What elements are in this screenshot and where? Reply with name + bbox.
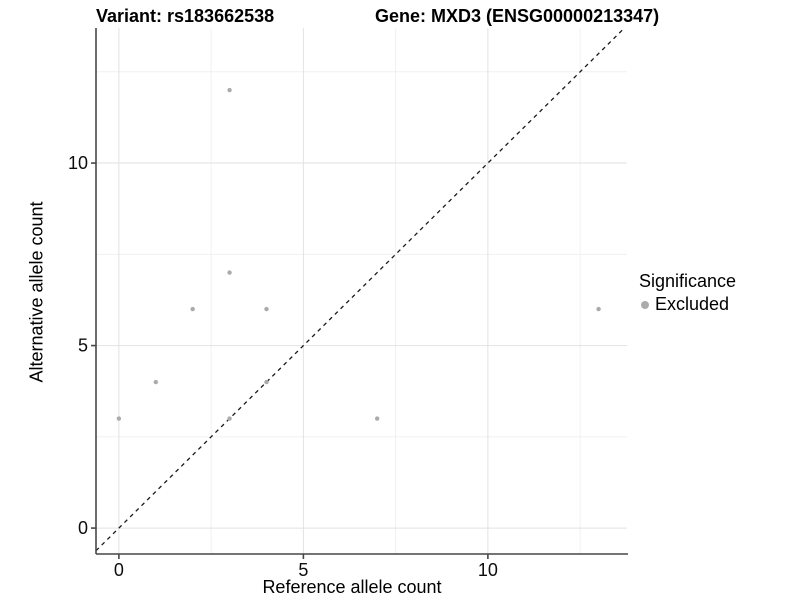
y-tick-label: 5	[78, 336, 88, 356]
x-axis-label: Reference allele count	[262, 577, 442, 597]
data-point	[227, 270, 232, 275]
data-point	[153, 379, 158, 385]
x-tick-label: 5	[298, 560, 308, 580]
plot-title-gene: Gene: MXD3 (ENSG00000213347)	[375, 6, 660, 26]
data-point	[374, 416, 380, 421]
data-point	[116, 416, 122, 421]
legend: Significance Excluded	[639, 271, 736, 315]
x-tick-label: 10	[478, 560, 498, 580]
legend-title: Significance	[639, 271, 737, 291]
data-point	[190, 306, 195, 312]
identity-line	[95, 27, 625, 552]
data-point	[227, 87, 232, 93]
legend-entry: Excluded	[639, 294, 736, 315]
data-point	[596, 306, 601, 312]
y-tick-label: 10	[68, 153, 88, 173]
y-axis-label: Alternative allele count	[26, 201, 47, 383]
legend-entry-label: Excluded	[655, 294, 730, 314]
data-point	[264, 306, 269, 312]
x-tick-label: 0	[114, 560, 124, 580]
y-tick-label: 0	[78, 518, 88, 538]
plot-title-variant: Variant: rs183662538	[96, 6, 275, 26]
data-point	[227, 416, 232, 421]
data-point	[264, 379, 269, 385]
legend-point-icon	[641, 300, 649, 309]
